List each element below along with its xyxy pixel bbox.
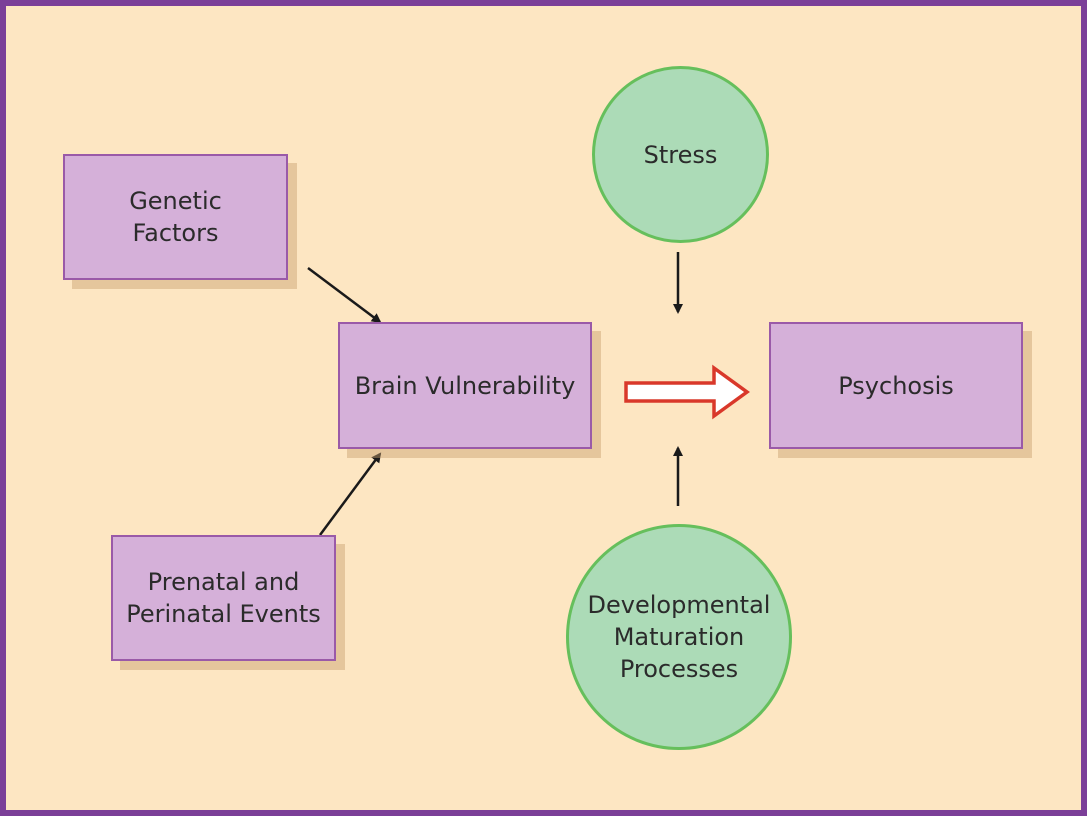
arrow-prenatal-to-brain xyxy=(318,452,382,536)
genetic-factors-label: Genetic Factors xyxy=(129,187,222,247)
stress-label: Stress xyxy=(643,140,718,169)
connector-layer xyxy=(307,252,750,536)
arrow-genetic-to-brain xyxy=(307,267,382,324)
prenatal-events-box: Prenatal and Perinatal Events xyxy=(111,535,336,661)
genetic-factors-box: Genetic Factors xyxy=(63,154,288,280)
developmental-processes-circle: Developmental Maturation Processes xyxy=(566,524,792,750)
brain-vulnerability-box: Brain Vulnerability xyxy=(338,322,592,449)
main-arrow-to-psychosis xyxy=(624,364,750,420)
psychosis-box: Psychosis xyxy=(769,322,1023,449)
brain-vulnerability-label: Brain Vulnerability xyxy=(354,371,576,400)
stress-circle: Stress xyxy=(592,66,769,243)
developmental-processes-label: Developmental Maturation Processes xyxy=(587,591,771,683)
prenatal-events-label: Prenatal and Perinatal Events xyxy=(126,568,321,628)
psychosis-label: Psychosis xyxy=(838,371,954,400)
